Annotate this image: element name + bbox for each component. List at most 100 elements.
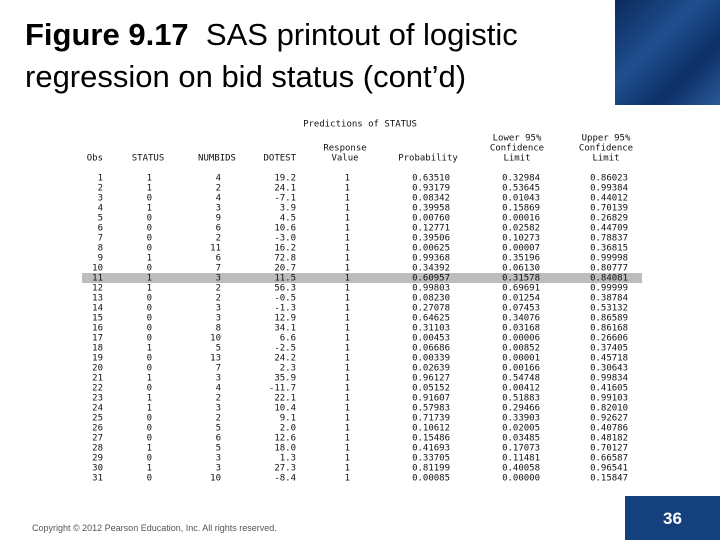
cell: 0.82010 (590, 404, 628, 414)
cell: 0.15869 (502, 204, 540, 214)
cell: 0 (147, 434, 152, 444)
column-header: STATUS (132, 154, 165, 164)
cell: 0.11481 (502, 454, 540, 464)
cell: 0.39506 (412, 234, 450, 244)
cell: 0 (147, 304, 152, 314)
cell: -11.7 (269, 384, 296, 394)
cell: 6.6 (280, 334, 296, 344)
cell: 0.06130 (502, 264, 540, 274)
cell: 1 (345, 404, 350, 414)
cell: 4 (216, 194, 221, 204)
cell: 0 (147, 314, 152, 324)
cell: 0.39958 (412, 204, 450, 214)
cell: 0.00007 (502, 244, 540, 254)
cell: 21 (92, 374, 103, 384)
cell: 0.10612 (412, 424, 450, 434)
cell: 0.84081 (590, 274, 628, 284)
copyright: Copyright © 2012 Pearson Education, Inc.… (32, 523, 277, 533)
cell: 0 (147, 414, 152, 424)
cell: 9 (216, 214, 221, 224)
cell: 0.99834 (590, 374, 628, 384)
cell: 2 (216, 414, 221, 424)
cell: 6 (98, 224, 103, 234)
cell: 0 (147, 354, 152, 364)
cell: 1 (345, 284, 350, 294)
cell: 1 (147, 254, 152, 264)
cell: 1 (345, 204, 350, 214)
cell: 0.35196 (502, 254, 540, 264)
decoration (615, 0, 720, 105)
cell: 1 (345, 194, 350, 204)
cell: 3 (216, 454, 221, 464)
cell: 0.93179 (412, 184, 450, 194)
cell: 0 (147, 244, 152, 254)
cell: 0.33705 (412, 454, 450, 464)
cell: 3 (216, 404, 221, 414)
cell: 0.06686 (412, 344, 450, 354)
cell: 0.69691 (502, 284, 540, 294)
cell: 0.40786 (590, 424, 628, 434)
cell: 0.02005 (502, 424, 540, 434)
cell: 0.26606 (590, 334, 628, 344)
cell: 19.2 (274, 174, 296, 184)
cell: 0 (147, 334, 152, 344)
cell: 3 (216, 374, 221, 384)
cell: 6 (216, 224, 221, 234)
cell: 1 (147, 444, 152, 454)
cell: 5 (216, 444, 221, 454)
cell: 0.80777 (590, 264, 628, 274)
column-header: Obs (87, 154, 103, 164)
cell: 0.32984 (502, 174, 540, 184)
cell: 16 (92, 324, 103, 334)
cell: 0.86168 (590, 324, 628, 334)
cell: 13 (210, 354, 221, 364)
cell: 12.9 (274, 314, 296, 324)
cell: 3 (216, 304, 221, 314)
cell: 0.51883 (502, 394, 540, 404)
cell: 1 (147, 174, 152, 184)
cell: 10.4 (274, 404, 296, 414)
cell: 11 (92, 274, 103, 284)
cell: 0 (147, 474, 152, 484)
cell: 5 (216, 424, 221, 434)
cell: 0.57983 (412, 404, 450, 414)
cell: 5 (216, 344, 221, 354)
cell: 3 (216, 274, 221, 284)
cell: 2 (216, 284, 221, 294)
cell: 0 (147, 264, 152, 274)
cell: 4 (216, 384, 221, 394)
figure-label: Figure 9.17 (25, 17, 189, 52)
cell: 10 (92, 264, 103, 274)
cell: 1 (345, 434, 350, 444)
cell: 0 (147, 234, 152, 244)
cell: 0.48182 (590, 434, 628, 444)
cell: 0.15847 (590, 474, 628, 484)
cell: 0 (147, 194, 152, 204)
cell: 0.00453 (412, 334, 450, 344)
cell: 2 (216, 184, 221, 194)
cell: 0.01254 (502, 294, 540, 304)
cell: 0.02639 (412, 364, 450, 374)
cell: 18.0 (274, 444, 296, 454)
column-header: Confidence (579, 144, 633, 154)
cell: 0.99103 (590, 394, 628, 404)
cell: 0.99803 (412, 284, 450, 294)
cell: 1 (345, 384, 350, 394)
cell: 1 (345, 334, 350, 344)
cell: 3 (216, 314, 221, 324)
cell: 0.00001 (502, 354, 540, 364)
cell: 0.07453 (502, 304, 540, 314)
cell: 0.00339 (412, 354, 450, 364)
cell: 1 (345, 354, 350, 364)
cell: 2 (216, 234, 221, 244)
cell: 15 (92, 314, 103, 324)
cell: 0.99368 (412, 254, 450, 264)
cell: -2.5 (274, 344, 296, 354)
cell: 12 (92, 284, 103, 294)
cell: 9 (98, 254, 103, 264)
cell: 0.92627 (590, 414, 628, 424)
cell: 8 (98, 244, 103, 254)
cell: 0 (147, 454, 152, 464)
cell: 31 (92, 474, 103, 484)
cell: 0.02582 (502, 224, 540, 234)
